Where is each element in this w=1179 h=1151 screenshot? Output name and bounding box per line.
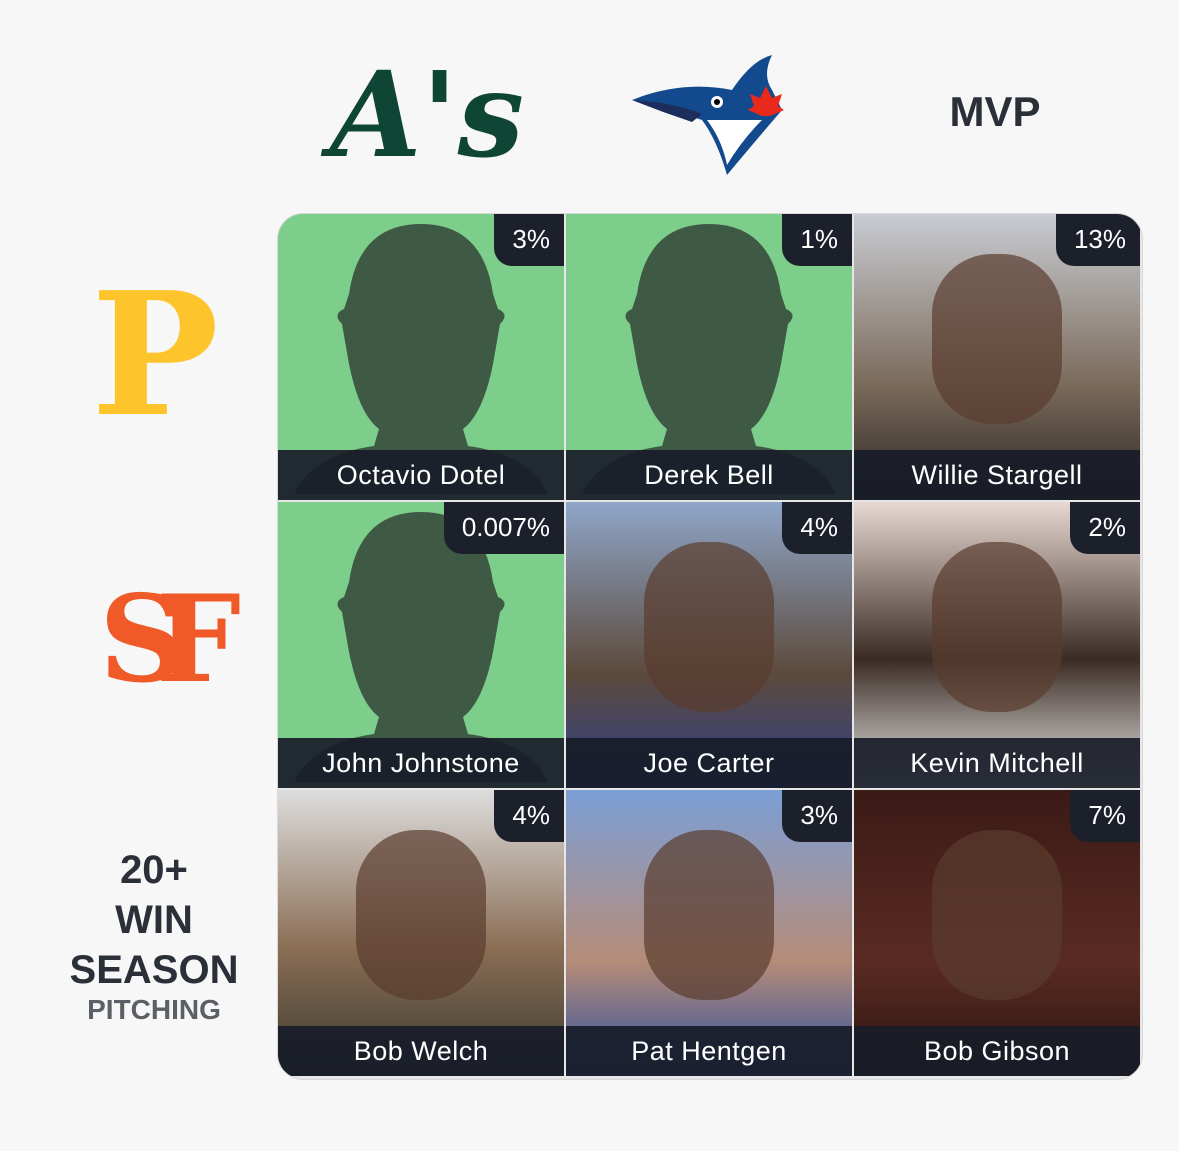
player-photo — [932, 254, 1062, 424]
player-name: Joe Carter — [566, 738, 852, 788]
percentage: 4% — [782, 502, 852, 554]
row-header-sub: PITCHING — [87, 994, 221, 1025]
row-header-line: 20+ — [120, 848, 188, 892]
grid-cell: 7% Bob Gibson — [854, 790, 1140, 1076]
player-name: Bob Gibson — [854, 1026, 1140, 1076]
row-header-line: WIN — [115, 898, 193, 942]
column-header: MVP — [949, 88, 1041, 135]
percentage: 2% — [1070, 502, 1140, 554]
percentage: 3% — [782, 790, 852, 842]
pirates-logo: P — [91, 255, 219, 455]
player-photo — [932, 830, 1062, 1000]
grid-cell: 1% Derek Bell — [566, 214, 852, 500]
grid-cell: 2% Kevin Mitchell — [854, 502, 1140, 788]
percentage: 4% — [494, 790, 564, 842]
player-name: Octavio Dotel — [278, 450, 564, 500]
player-name: Pat Hentgen — [566, 1026, 852, 1076]
grid-cell: 13% Willie Stargell — [854, 214, 1140, 500]
player-name: John Johnstone — [278, 738, 564, 788]
player-photo — [932, 542, 1062, 712]
grid-cell: 3% Octavio Dotel — [278, 214, 564, 500]
silhouette — [582, 224, 836, 494]
giants-logo: SF — [99, 569, 241, 710]
grid-cell: 4% Joe Carter — [566, 502, 852, 788]
grid-cell: 0.007% John Johnstone — [278, 502, 564, 788]
blue-jays-logo — [632, 55, 784, 175]
player-photo — [356, 830, 486, 1000]
grid-cell: 4% Bob Welch — [278, 790, 564, 1076]
player-name: Kevin Mitchell — [854, 738, 1140, 788]
row-header-line: SEASON — [69, 948, 239, 992]
percentage: 0.007% — [443, 502, 564, 554]
player-name: Derek Bell — [566, 450, 852, 500]
silhouette — [294, 224, 548, 494]
player-photo — [644, 830, 774, 1000]
grid: 3% Octavio Dotel 1% Derek Bell 13% Willie Sta… — [277, 213, 1143, 1080]
percentage: 13% — [1055, 214, 1140, 266]
player-name: Willie Stargell — [854, 450, 1140, 500]
athletics-logo: A's — [330, 40, 525, 190]
grid-cell: 3% Pat Hentgen — [566, 790, 852, 1076]
percentage: 7% — [1070, 790, 1140, 842]
player-name: Bob Welch — [278, 1026, 564, 1076]
row-header: 20+ WIN SEASON PITCHING — [40, 845, 268, 1025]
percentage: 1% — [782, 214, 852, 266]
player-photo — [644, 542, 774, 712]
athletics-logo-text: A's — [330, 45, 525, 184]
percentage: 3% — [494, 214, 564, 266]
silhouette — [294, 512, 548, 782]
